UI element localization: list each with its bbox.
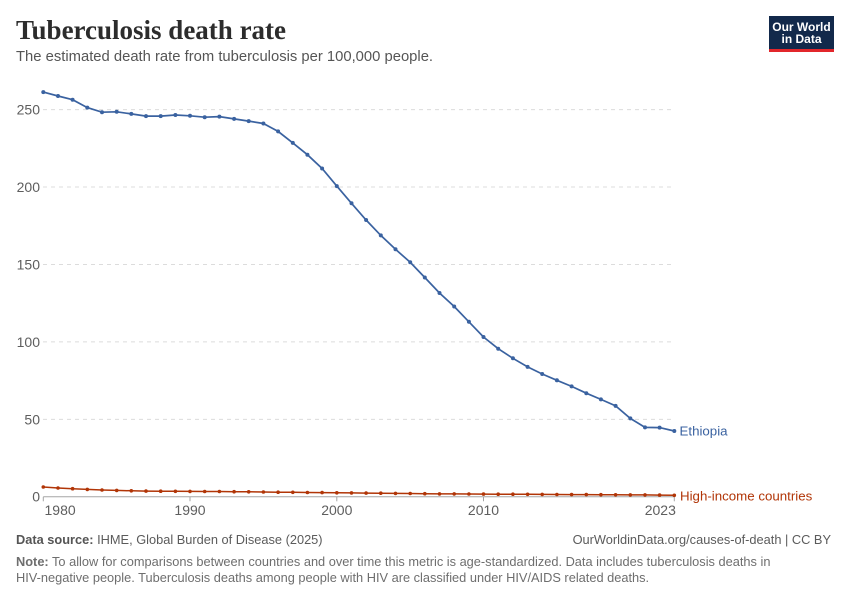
svg-text:100: 100 [17, 334, 41, 350]
svg-text:Ethiopia: Ethiopia [680, 424, 729, 439]
svg-text:0: 0 [32, 489, 40, 505]
svg-text:2023: 2023 [645, 502, 676, 518]
svg-text:200: 200 [17, 179, 41, 195]
svg-text:50: 50 [24, 411, 40, 427]
svg-text:2000: 2000 [321, 502, 352, 518]
svg-text:250: 250 [17, 102, 41, 118]
svg-text:2010: 2010 [468, 502, 499, 518]
svg-text:1980: 1980 [45, 502, 76, 518]
svg-text:150: 150 [17, 256, 41, 272]
svg-text:1990: 1990 [174, 502, 205, 518]
svg-text:High-income countries: High-income countries [680, 488, 813, 503]
